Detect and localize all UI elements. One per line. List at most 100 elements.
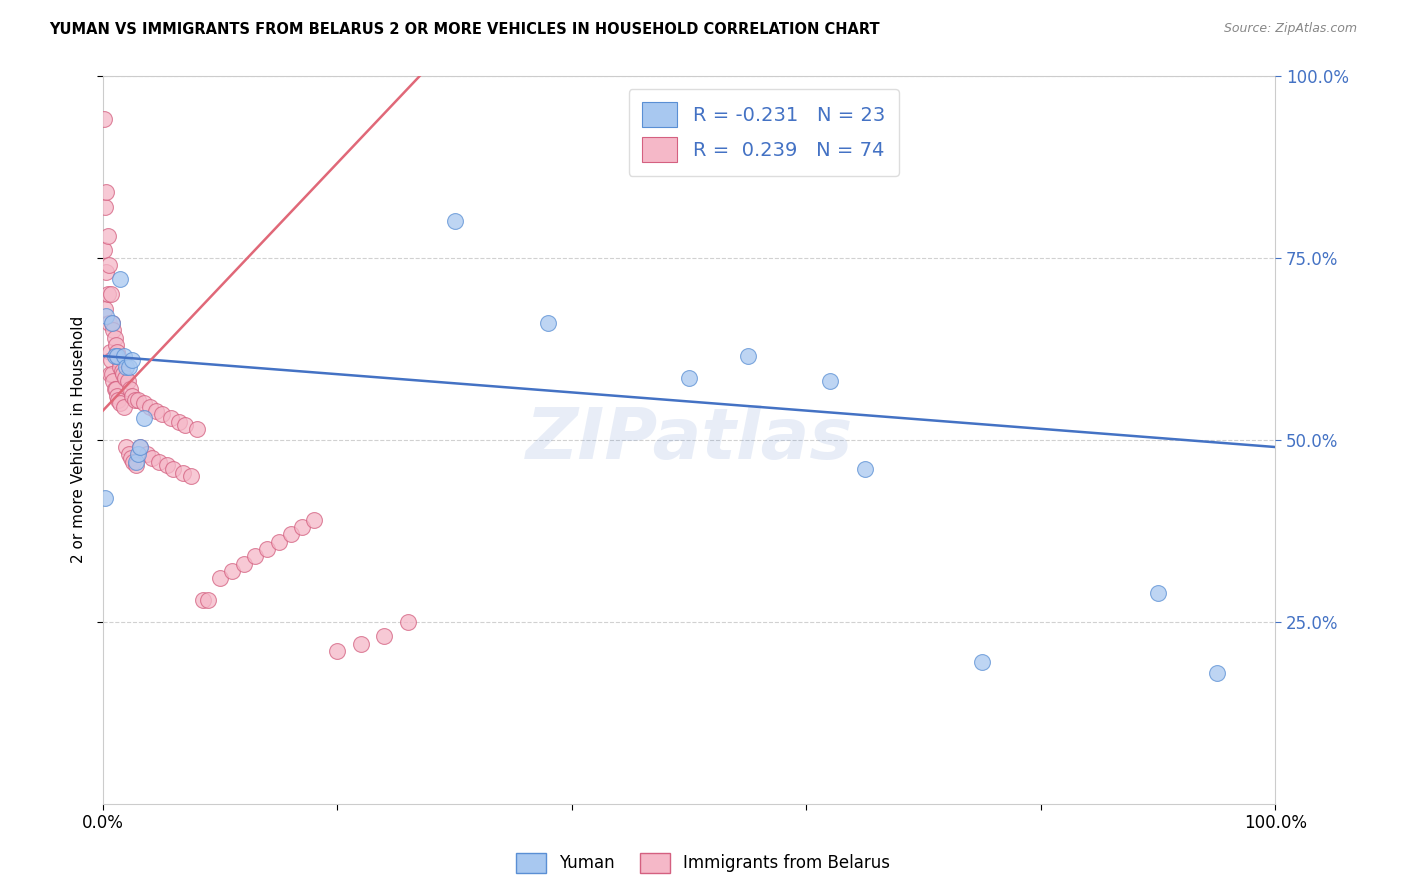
Point (120, 450, 142, 465)
Point (104, 338, 127, 352)
Point (326, 644, 349, 658)
Point (162, 462, 184, 476)
Point (107, 392, 129, 407)
Point (112, 400, 135, 414)
Point (97, 287, 120, 301)
Point (148, 454, 170, 468)
Point (111, 363, 134, 377)
Point (96, 265, 118, 279)
Point (129, 440, 152, 454)
Point (396, 615, 419, 629)
Point (132, 396, 155, 410)
Point (117, 375, 139, 389)
Point (110, 359, 132, 374)
Point (256, 541, 278, 556)
Point (115, 359, 138, 374)
Point (172, 466, 194, 480)
Point (186, 422, 208, 436)
Point (132, 410, 155, 425)
Point (98, 345, 121, 359)
Point (245, 549, 267, 564)
Point (280, 527, 302, 541)
Point (373, 629, 395, 643)
Point (124, 392, 146, 407)
Point (94, 301, 117, 316)
Point (537, 316, 560, 330)
Point (100, 287, 122, 301)
Point (160, 410, 183, 425)
Point (150, 407, 173, 421)
Point (101, 367, 124, 381)
Point (350, 637, 373, 651)
Point (104, 349, 127, 363)
Point (121, 389, 143, 403)
Point (104, 382, 127, 396)
Point (118, 447, 141, 461)
Point (267, 534, 290, 549)
Point (221, 564, 243, 578)
Point (103, 375, 125, 389)
Point (101, 316, 124, 330)
Point (111, 367, 134, 381)
Point (94, 200, 117, 214)
Point (97, 316, 120, 330)
Point (1205, 665, 1227, 680)
Text: YUMAN VS IMMIGRANTS FROM BELARUS 2 OR MORE VEHICLES IN HOUSEHOLD CORRELATION CHA: YUMAN VS IMMIGRANTS FROM BELARUS 2 OR MO… (49, 22, 880, 37)
Point (98, 367, 121, 381)
Point (105, 349, 128, 363)
Point (156, 458, 179, 473)
Point (122, 454, 145, 468)
Text: ZIPatlas: ZIPatlas (526, 405, 853, 475)
Legend: R = -0.231   N = 23, R =  0.239   N = 74: R = -0.231 N = 23, R = 0.239 N = 74 (628, 89, 898, 176)
Point (108, 352, 131, 367)
Point (191, 593, 214, 607)
Point (291, 520, 314, 534)
Point (104, 382, 127, 396)
Point (96, 185, 118, 199)
Point (93, 112, 115, 127)
Point (100, 352, 122, 367)
Point (139, 400, 162, 414)
Point (136, 447, 159, 461)
Point (302, 513, 325, 527)
Point (94, 491, 117, 505)
Point (443, 214, 465, 228)
Point (97, 228, 120, 243)
Point (118, 382, 141, 396)
Point (129, 440, 152, 454)
Point (197, 593, 219, 607)
Y-axis label: 2 or more Vehicles in Household: 2 or more Vehicles in Household (72, 316, 86, 564)
Point (107, 349, 129, 363)
Point (167, 415, 190, 429)
Point (853, 462, 876, 476)
Point (127, 392, 149, 407)
Point (125, 458, 148, 473)
Text: Source: ZipAtlas.com: Source: ZipAtlas.com (1223, 22, 1357, 36)
Point (209, 571, 232, 585)
Point (93, 244, 115, 258)
Point (818, 375, 841, 389)
Legend: Yuman, Immigrants from Belarus: Yuman, Immigrants from Belarus (509, 847, 897, 880)
Point (101, 316, 124, 330)
Point (1147, 585, 1170, 599)
Point (115, 440, 138, 454)
Point (141, 450, 163, 465)
Point (174, 418, 197, 433)
Point (112, 349, 135, 363)
Point (110, 272, 132, 286)
Point (232, 557, 254, 571)
Point (114, 371, 136, 385)
Point (105, 389, 128, 403)
Point (145, 403, 167, 417)
Point (97, 258, 120, 272)
Point (103, 323, 125, 337)
Point (105, 345, 128, 359)
Point (110, 396, 132, 410)
Point (125, 454, 148, 468)
Point (127, 447, 149, 461)
Point (96, 309, 118, 323)
Point (180, 469, 202, 483)
Point (121, 352, 143, 367)
Point (678, 371, 700, 385)
Point (118, 359, 141, 374)
